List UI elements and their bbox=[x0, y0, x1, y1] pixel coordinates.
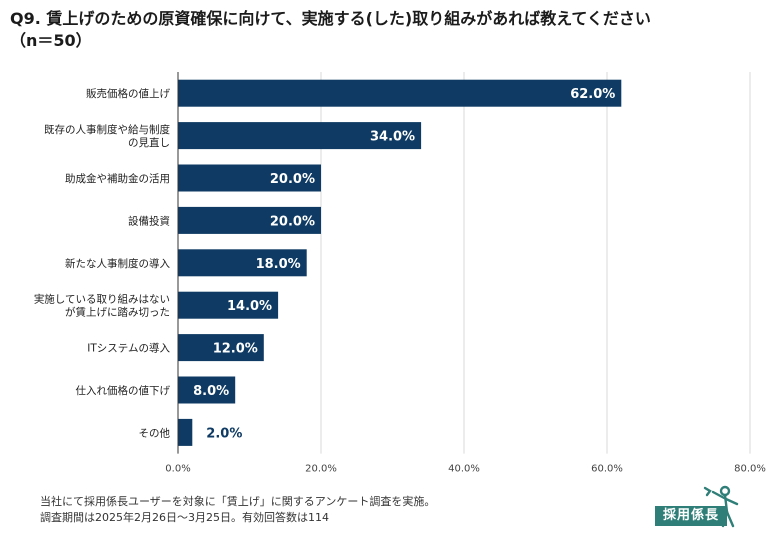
bar bbox=[178, 249, 307, 277]
category-label: 新たな人事制度の導入 bbox=[65, 257, 170, 270]
bar-chart: 62.0% 34.0% 20.0% 20.0% 18.0% 14.0% 12.0% 8.0% 2… bbox=[34, 72, 766, 475]
data-label: 14.0% bbox=[227, 299, 272, 314]
survey-note-line-2: 調査期間は2025年2月26日〜3月25日。有効回答数は114 bbox=[40, 511, 329, 524]
category-label: その他 bbox=[139, 426, 171, 439]
bar bbox=[178, 206, 321, 234]
logo-figure-icon bbox=[703, 485, 739, 528]
data-label: 12.0% bbox=[213, 342, 258, 357]
category-label: 既存の人事制度や給与制度の見直し bbox=[44, 123, 170, 149]
category-label: 設備投資 bbox=[128, 214, 170, 227]
logo-text: 採用係長 bbox=[655, 506, 727, 526]
chart-title: Q9. 賃上げのための原資確保に向けて、実施する(した)取り組みがあれば教えてく… bbox=[10, 8, 770, 52]
data-label: 18.0% bbox=[256, 257, 301, 272]
bars: 62.0% 34.0% 20.0% 20.0% 18.0% 14.0% 12.0% 8.0% 2… bbox=[178, 79, 622, 446]
category-label: 実施している取り組みはないが賃上げに踏み切った bbox=[34, 293, 170, 319]
data-label: 20.0% bbox=[270, 214, 315, 229]
bar bbox=[178, 122, 422, 150]
bar bbox=[178, 376, 236, 404]
x-tick-label: 80.0% bbox=[734, 464, 766, 475]
survey-note-line-1: 当社にて採用係長ユーザーを対象に「賃上げ」に関するアンケート調査を実施。 bbox=[40, 495, 436, 508]
x-tick-label: 0.0% bbox=[165, 464, 190, 475]
category-labels: 販売価格の値上げ既存の人事制度や給与制度の見直し助成金や補助金の活用設備投資新た… bbox=[34, 87, 171, 439]
brand-logo: 採用係長 bbox=[655, 484, 751, 530]
bar bbox=[178, 79, 622, 107]
x-tick-label: 60.0% bbox=[591, 464, 623, 475]
bar bbox=[178, 418, 193, 446]
data-label: 2.0% bbox=[206, 426, 242, 441]
chart-title-line-1: Q9. 賃上げのための原資確保に向けて、実施する(した)取り組みがあれば教えてく… bbox=[10, 9, 651, 28]
x-tick-label: 40.0% bbox=[448, 464, 480, 475]
survey-note: 当社にて採用係長ユーザーを対象に「賃上げ」に関するアンケート調査を実施。 調査期… bbox=[40, 494, 435, 526]
data-label: 8.0% bbox=[193, 384, 229, 399]
chart-title-line-2: （n＝50） bbox=[10, 31, 92, 50]
data-label: 34.0% bbox=[370, 130, 415, 145]
bar bbox=[178, 164, 321, 192]
category-label: 助成金や補助金の活用 bbox=[65, 172, 170, 185]
category-label: 販売価格の値上げ bbox=[86, 87, 170, 100]
x-tick-label: 20.0% bbox=[305, 464, 337, 475]
data-label: 20.0% bbox=[270, 172, 315, 187]
data-label: 62.0% bbox=[570, 87, 615, 102]
category-label: 仕入れ価格の値下げ bbox=[76, 384, 171, 397]
bar bbox=[178, 334, 264, 362]
x-axis-ticks: 0.0% 20.0% 40.0% 60.0% 80.0% bbox=[165, 464, 766, 475]
category-label: ITシステムの導入 bbox=[87, 342, 170, 355]
bar bbox=[178, 291, 279, 319]
